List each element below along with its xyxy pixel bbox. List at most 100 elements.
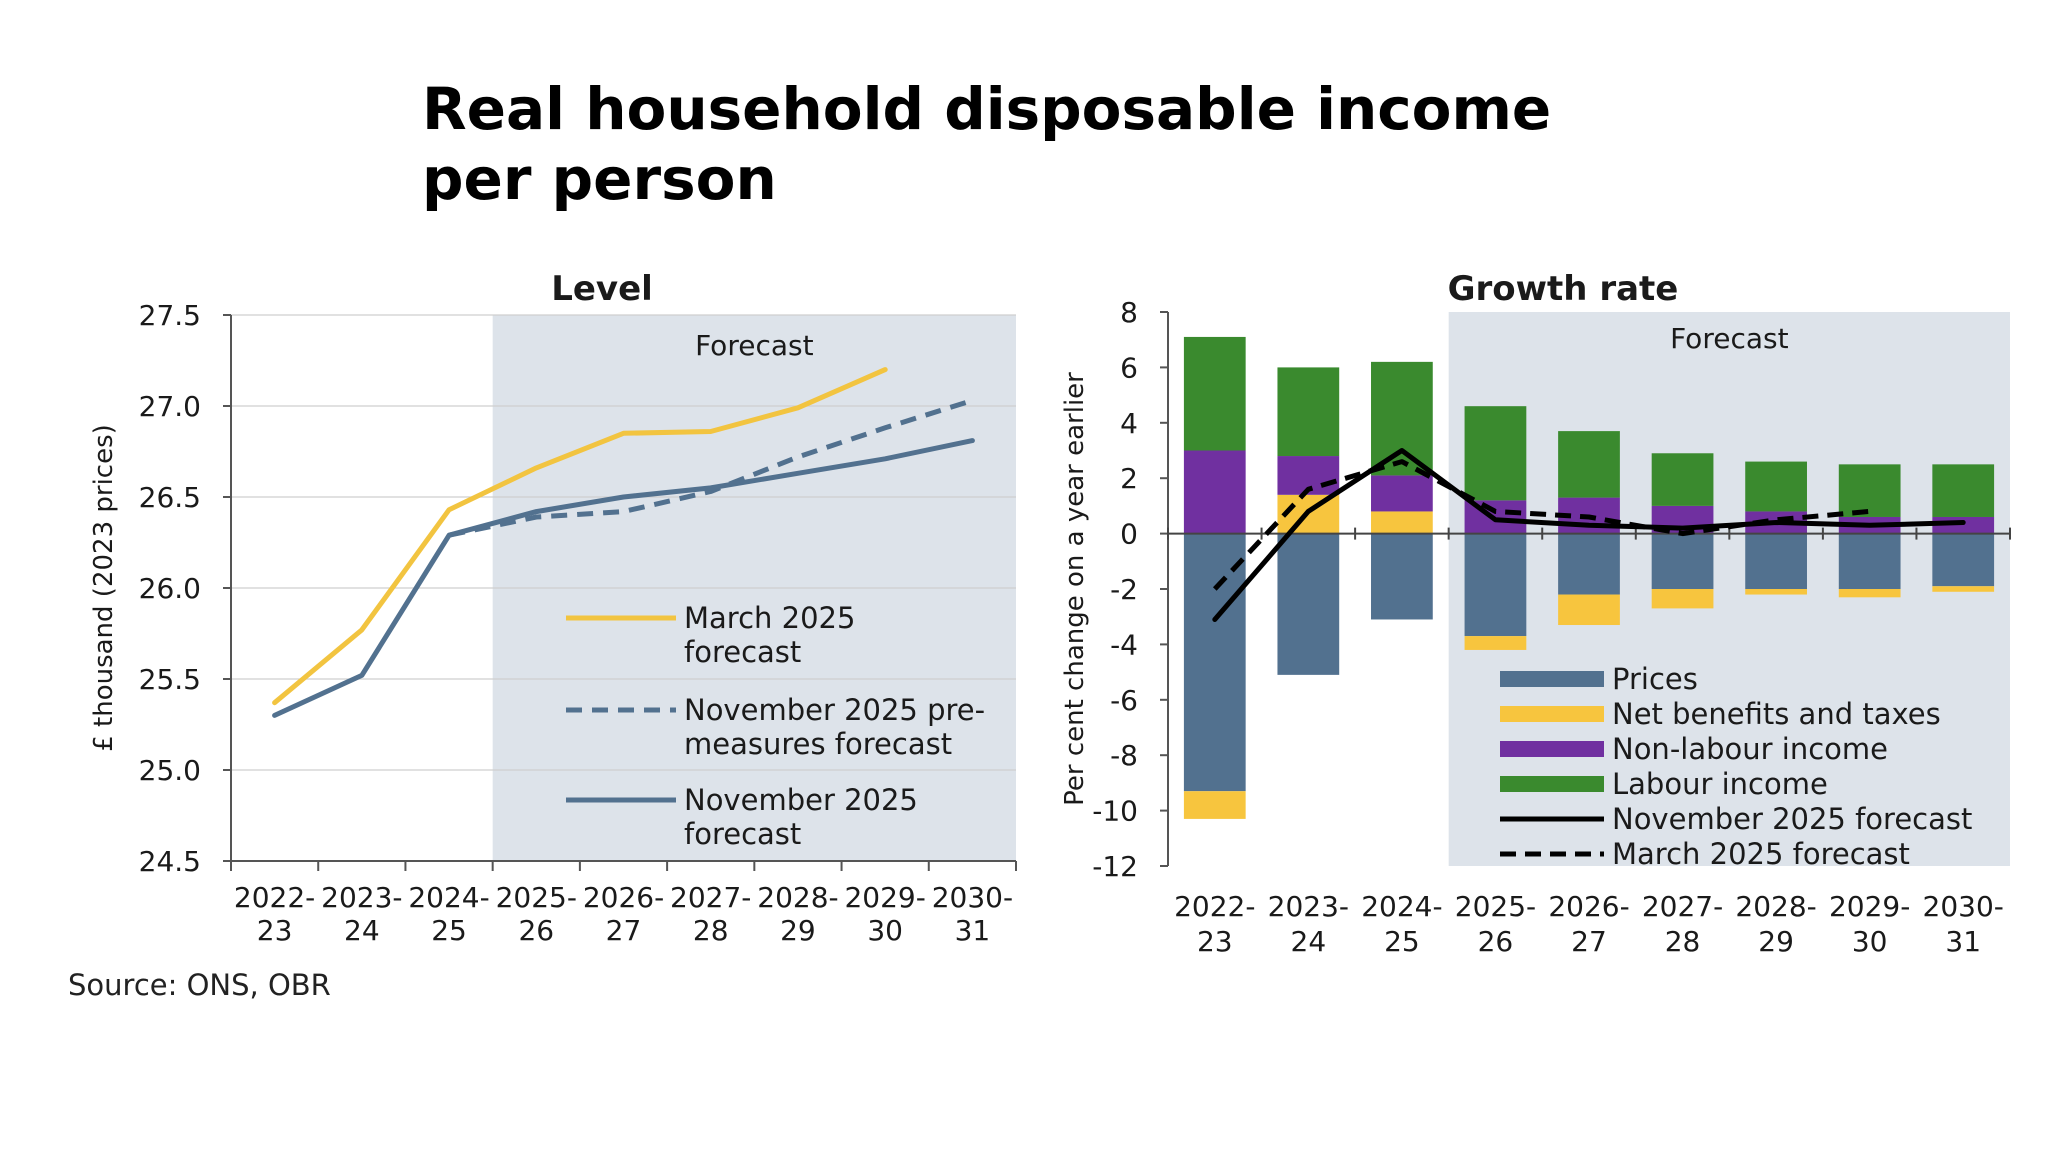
growth-bar-prices (1558, 533, 1620, 595)
growth-bar-labour-income (1838, 464, 1901, 517)
growth-x-tick-label: 2023- (1268, 890, 1349, 923)
level-y-axis-label: £ thousand (2023 prices) (89, 424, 119, 752)
growth-bar-labour-income (1464, 406, 1527, 501)
growth-legend-swatch-net-benefits-and-taxes (1500, 706, 1604, 722)
level-x-tick-label: 2026- (583, 881, 664, 914)
growth-line-november-2025-forecast (1212, 448, 1966, 622)
level-y-tick-label: 25.5 (139, 663, 201, 696)
level-chart: Forecast Level £ thousand (2023 prices) … (89, 269, 1017, 947)
growth-y-tick-label: -6 (1110, 684, 1138, 717)
level-legend-label: November 2025 (684, 783, 918, 817)
growth-bar-prices (1745, 533, 1807, 589)
growth-bar-net-benefits-and-taxes (1932, 586, 1995, 592)
growth-y-tick-label: -2 (1110, 573, 1138, 606)
growth-bar-net-benefits-and-taxes (1651, 589, 1714, 609)
growth-bar-labour-income (1932, 464, 1995, 517)
growth-axes (1160, 311, 2011, 867)
level-x-tick-label: 2022- (234, 881, 315, 914)
level-x-tick-label: 26 (518, 914, 554, 947)
growth-x-tick-label: 30 (1852, 925, 1888, 958)
growth-bar-prices (1183, 533, 1246, 792)
growth-bar-prices (1932, 533, 1995, 587)
growth-x-tick-label: 26 (1478, 925, 1514, 958)
level-x-tick-label: 2024- (408, 881, 489, 914)
growth-y-tick-label: -4 (1110, 628, 1138, 661)
growth-legend-label: November 2025 forecast (1612, 802, 1972, 836)
growth-y-tick-label: 8 (1120, 296, 1138, 329)
level-y-tick-label: 26.0 (139, 572, 201, 605)
growth-x-tick-label: 24 (1291, 925, 1327, 958)
growth-stacked-bars (1183, 336, 1995, 819)
growth-legend-label: Net benefits and taxes (1612, 697, 1941, 731)
growth-legend-swatch-non-labour-income (1500, 741, 1604, 757)
level-x-tick-label: 27 (606, 914, 642, 947)
level-y-tick-label: 27.5 (139, 299, 201, 332)
level-x-tick-label: 29 (780, 914, 816, 947)
growth-x-tick-label: 29 (1758, 925, 1794, 958)
growth-bar-labour-income (1558, 431, 1620, 498)
growth-y-tick-label: -8 (1110, 739, 1138, 772)
level-x-tick-label: 23 (257, 914, 293, 947)
growth-bar-net-benefits-and-taxes (1745, 589, 1807, 595)
level-x-tick-label: 24 (344, 914, 380, 947)
growth-bar-prices (1464, 533, 1527, 637)
level-y-tick-label: 24.5 (139, 845, 201, 878)
level-x-tick-label: 2028- (757, 881, 838, 914)
growth-bar-labour-income (1745, 461, 1807, 512)
level-x-tick-label: 2029- (844, 881, 925, 914)
growth-y-tick-label: -12 (1092, 850, 1138, 883)
level-chart-title: Level (551, 269, 653, 309)
level-axes (223, 314, 1017, 871)
level-x-tick-labels: 2022-23 2023-24 2024-25 2025-26 2026-27 2027-… (234, 881, 1013, 947)
growth-y-tick-label: 0 (1120, 518, 1138, 551)
growth-x-tick-labels: 2022-23 2023-24 2024-25 2025-26 2026-27 2027-… (1174, 890, 2004, 958)
level-legend: March 2025 forecast November 2025 pre-meas… (566, 601, 985, 851)
growth-x-tick-label: 2029- (1829, 890, 1910, 923)
level-legend-label: March 2025 (684, 601, 855, 635)
growth-x-tick-label: 28 (1665, 925, 1701, 958)
level-y-tick-labels: 24.5 25.0 25.5 26.0 26.5 27.0 27.5 (139, 299, 201, 878)
growth-legend-label: Labour income (1612, 767, 1828, 801)
level-legend-label: forecast (684, 817, 801, 851)
growth-bar-prices (1277, 533, 1340, 675)
growth-legend-swatch-labour-income (1500, 776, 1604, 792)
growth-bar-labour-income (1183, 336, 1246, 451)
growth-bar-prices (1838, 533, 1901, 589)
growth-x-tick-label: 2024- (1361, 890, 1442, 923)
growth-y-tick-label: -10 (1092, 795, 1138, 828)
growth-bar-non-labour-income (1183, 450, 1246, 534)
growth-bar-net-benefits-and-taxes (1838, 589, 1901, 598)
growth-chart-title: Growth rate (1448, 269, 1679, 309)
growth-bar-net-benefits-and-taxes (1371, 511, 1433, 534)
growth-forecast-label: Forecast (1670, 322, 1789, 355)
growth-x-tick-label: 23 (1197, 925, 1233, 958)
growth-legend-label: March 2025 forecast (1612, 837, 1910, 871)
growth-x-tick-label: 25 (1384, 925, 1420, 958)
growth-y-axis-label: Per cent change on a year earlier (1060, 372, 1090, 806)
growth-bar-non-labour-income (1371, 475, 1433, 512)
growth-bar-labour-income (1277, 367, 1340, 457)
growth-legend-swatch-prices (1500, 671, 1604, 687)
growth-x-tick-label: 2030- (1923, 890, 2004, 923)
level-x-tick-label: 2025- (496, 881, 577, 914)
growth-x-tick-label: 31 (1945, 925, 1981, 958)
growth-forecast-lines (1212, 448, 1966, 622)
growth-x-tick-label: 2025- (1455, 890, 1536, 923)
growth-y-tick-labels: -12 -10 -8 -6 -4 -2 0 2 4 6 8 (1092, 296, 1138, 883)
growth-forecast-shading (1448, 312, 2010, 866)
level-x-tick-label: 25 (431, 914, 467, 947)
growth-x-tick-label: 2027- (1642, 890, 1723, 923)
growth-x-tick-label: 2028- (1735, 890, 1816, 923)
level-x-tick-label: 2023- (321, 881, 402, 914)
page-title: Real household disposable income per per… (422, 75, 1552, 213)
level-legend-label: measures forecast (684, 727, 952, 761)
growth-y-tick-label: 6 (1120, 351, 1138, 384)
level-legend-label: November 2025 pre- (684, 693, 985, 727)
growth-y-tick-label: 2 (1120, 462, 1138, 495)
source-note: Source: ONS, OBR (68, 968, 331, 1002)
growth-legend-label: Prices (1612, 662, 1698, 696)
growth-x-tick-label: 27 (1571, 925, 1607, 958)
level-forecast-label: Forecast (695, 329, 814, 362)
level-line-november-2025-forecast (272, 438, 975, 718)
